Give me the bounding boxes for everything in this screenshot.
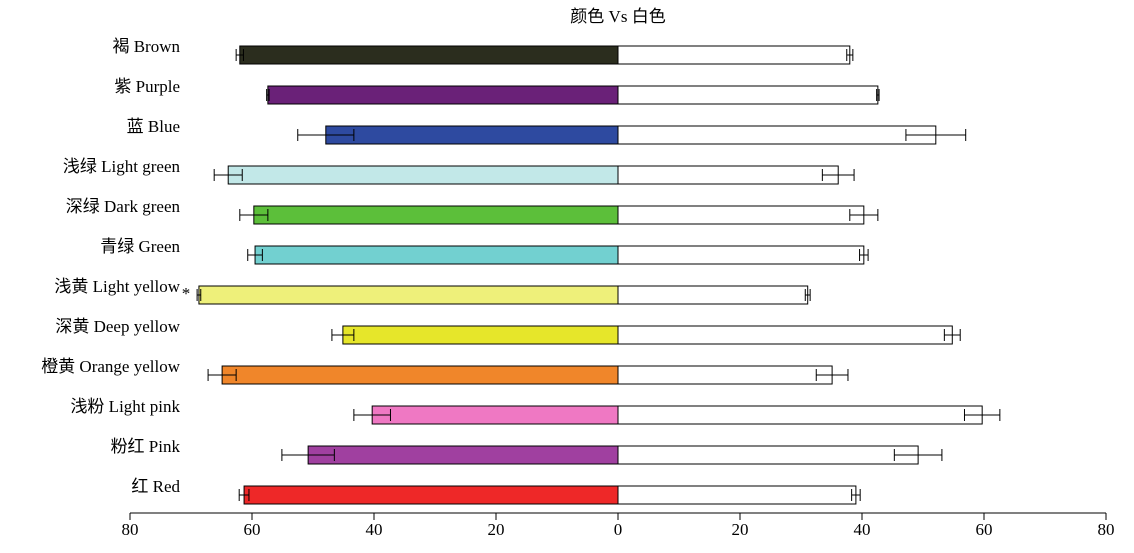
category-label: 红 Red xyxy=(131,477,180,496)
bar xyxy=(617,245,865,265)
bar xyxy=(617,325,953,345)
error-bar xyxy=(213,169,243,181)
chart-title: 颜色 Vs 白色 xyxy=(570,7,665,26)
significance-mark: * xyxy=(182,284,191,303)
error-bar xyxy=(859,249,869,261)
error-bar xyxy=(297,129,355,141)
bar xyxy=(221,365,619,385)
bar xyxy=(617,485,857,505)
x-tick-label: 80 xyxy=(122,520,139,539)
error-bar xyxy=(849,209,879,221)
bar xyxy=(617,125,937,145)
bar xyxy=(243,485,619,505)
bar xyxy=(617,205,865,225)
bar xyxy=(239,45,619,65)
category-label: 青绿 Green xyxy=(100,237,180,256)
category-label: 深绿 Dark green xyxy=(66,197,181,216)
category-label: 粉红 Pink xyxy=(111,437,181,456)
error-bar xyxy=(207,369,237,381)
error-bar xyxy=(876,89,880,101)
category-label: 蓝 Blue xyxy=(127,117,180,136)
x-tick-label: 0 xyxy=(614,520,623,539)
x-tick-label: 60 xyxy=(244,520,261,539)
error-bar xyxy=(247,249,263,261)
bar xyxy=(307,445,619,465)
error-bar xyxy=(196,289,202,301)
bar xyxy=(325,125,619,145)
category-label: 褐 Brown xyxy=(112,37,180,56)
bar xyxy=(617,165,839,185)
category-label: 深黄 Deep yellow xyxy=(55,317,180,336)
bar xyxy=(617,365,833,385)
category-label: 橙黄 Orange yellow xyxy=(41,357,181,376)
bar xyxy=(617,85,879,105)
error-bar xyxy=(239,209,269,221)
bar xyxy=(371,405,619,425)
x-tick-label: 20 xyxy=(488,520,505,539)
error-bar xyxy=(331,329,355,341)
bar xyxy=(253,205,619,225)
bar xyxy=(617,285,809,305)
bar xyxy=(617,405,983,425)
error-bar xyxy=(846,49,854,61)
bar xyxy=(227,165,619,185)
error-bar xyxy=(905,129,967,141)
error-bar xyxy=(815,369,849,381)
category-label: 紫 Purple xyxy=(114,77,180,96)
error-bar xyxy=(963,409,1001,421)
error-bar xyxy=(353,409,391,421)
error-bar xyxy=(238,489,250,501)
bar xyxy=(617,45,851,65)
category-label: 浅绿 Light green xyxy=(63,157,181,176)
x-tick-label: 80 xyxy=(1098,520,1115,539)
error-bar xyxy=(893,449,943,461)
bar xyxy=(267,85,619,105)
x-tick-label: 40 xyxy=(366,520,383,539)
bar xyxy=(254,245,619,265)
error-bar xyxy=(821,169,855,181)
error-bar xyxy=(281,449,335,461)
bar xyxy=(617,445,919,465)
category-label: 浅粉 Light pink xyxy=(70,397,180,416)
error-bar xyxy=(266,89,270,101)
x-tick-label: 60 xyxy=(976,520,993,539)
x-tick-label: 20 xyxy=(732,520,749,539)
error-bar xyxy=(235,49,244,61)
bar xyxy=(342,325,619,345)
x-tick-label: 40 xyxy=(854,520,871,539)
error-bar xyxy=(804,289,811,301)
bar xyxy=(198,285,619,305)
error-bar xyxy=(851,489,861,501)
category-label: 浅黄 Light yellow xyxy=(54,277,180,296)
error-bar xyxy=(943,329,961,341)
